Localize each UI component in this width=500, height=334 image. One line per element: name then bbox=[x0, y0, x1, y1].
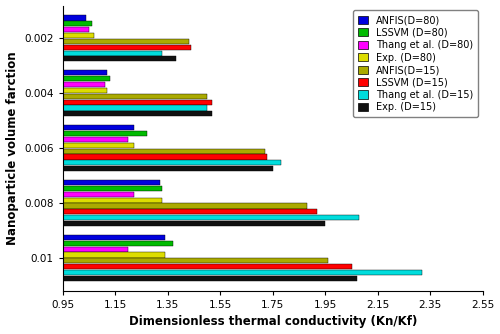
Bar bbox=[62, 111, 212, 116]
Bar bbox=[62, 56, 176, 61]
X-axis label: Dimensionless thermal conductivity (Kn/Kf): Dimensionless thermal conductivity (Kn/K… bbox=[128, 315, 417, 328]
Bar bbox=[62, 253, 165, 258]
Bar bbox=[62, 215, 360, 220]
Bar bbox=[62, 235, 165, 240]
Bar bbox=[62, 27, 89, 32]
Bar bbox=[62, 264, 352, 269]
Bar bbox=[62, 39, 188, 44]
Bar bbox=[62, 76, 110, 81]
Bar bbox=[62, 198, 162, 203]
Bar bbox=[62, 270, 422, 275]
Bar bbox=[62, 88, 108, 93]
Bar bbox=[62, 21, 92, 26]
Bar bbox=[62, 258, 328, 264]
Bar bbox=[62, 106, 207, 111]
Bar bbox=[62, 137, 128, 142]
Bar bbox=[62, 203, 307, 208]
Bar bbox=[62, 221, 326, 226]
Bar bbox=[62, 94, 207, 99]
Bar bbox=[62, 186, 162, 191]
Bar bbox=[62, 166, 272, 171]
Y-axis label: Nanoparticle volume farction: Nanoparticle volume farction bbox=[6, 51, 18, 245]
Bar bbox=[62, 125, 134, 130]
Bar bbox=[62, 33, 94, 38]
Legend: ANFIS(D=80), LSSVM (D=80), Thang et al. (D=80), Exp. (D=80), ANFIS(D=15), LSSVM : ANFIS(D=80), LSSVM (D=80), Thang et al. … bbox=[354, 10, 478, 117]
Bar bbox=[62, 154, 268, 160]
Bar bbox=[62, 246, 128, 252]
Bar bbox=[62, 209, 318, 214]
Bar bbox=[62, 15, 86, 21]
Bar bbox=[62, 131, 146, 136]
Bar bbox=[62, 276, 357, 281]
Bar bbox=[62, 50, 162, 56]
Bar bbox=[62, 149, 265, 154]
Bar bbox=[62, 100, 212, 105]
Bar bbox=[62, 70, 108, 75]
Bar bbox=[62, 45, 192, 50]
Bar bbox=[62, 160, 280, 165]
Bar bbox=[62, 82, 104, 87]
Bar bbox=[62, 192, 134, 197]
Bar bbox=[62, 143, 134, 148]
Bar bbox=[62, 241, 173, 246]
Bar bbox=[62, 180, 160, 185]
